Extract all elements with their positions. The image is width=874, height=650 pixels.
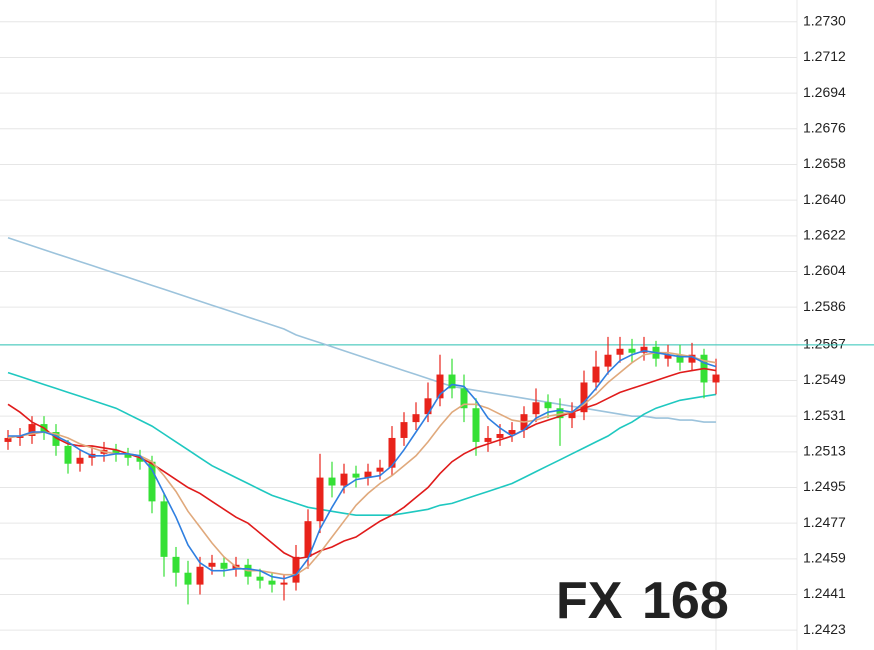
candle-body (112, 449, 120, 454)
candle-body (412, 414, 420, 423)
y-tick-label: 1.2604 (803, 262, 846, 278)
candle-body (676, 354, 684, 363)
candle-body (508, 430, 516, 434)
candle-body (460, 388, 468, 409)
candle-body (568, 412, 576, 419)
y-tick-label: 1.2459 (803, 550, 846, 566)
y-tick-label: 1.2477 (803, 514, 846, 530)
candle-body (664, 354, 672, 359)
candle-body (124, 453, 132, 458)
y-tick-label: 1.2712 (803, 48, 846, 64)
candle-body (76, 457, 84, 464)
candle-body (640, 346, 648, 353)
candle-body (532, 402, 540, 415)
candle-body (136, 457, 144, 462)
candle-body (268, 580, 276, 585)
y-tick-label: 1.2495 (803, 478, 846, 494)
y-tick-label: 1.2441 (803, 585, 846, 601)
candle-body (352, 473, 360, 478)
y-tick-label: 1.2640 (803, 191, 846, 207)
candle-body (16, 435, 24, 438)
candle-body (544, 402, 552, 409)
y-tick-label: 1.2658 (803, 155, 846, 171)
candle-body (424, 398, 432, 415)
candle-body (184, 572, 192, 585)
y-tick-label: 1.2586 (803, 298, 846, 314)
candle-body (328, 477, 336, 486)
y-tick-label: 1.2676 (803, 120, 846, 136)
candle-body (304, 521, 312, 557)
y-tick-label: 1.2567 (803, 336, 846, 352)
candle-body (496, 433, 504, 438)
candle-body (196, 566, 204, 585)
candle-body (316, 477, 324, 522)
candle-body (172, 556, 180, 573)
moving-average-line (7, 371, 717, 516)
moving-average-line (7, 237, 716, 423)
candle-body (148, 461, 156, 502)
candle-body (472, 408, 480, 442)
candle-body (448, 374, 456, 389)
candle-body (28, 424, 36, 436)
y-tick-label: 1.2622 (803, 227, 846, 243)
candle-body (400, 422, 408, 438)
candle-body (292, 556, 300, 583)
candle-body (256, 576, 264, 581)
candle-body (712, 374, 720, 383)
candle-body (376, 467, 384, 472)
watermark-prefix: FX (556, 572, 623, 630)
moving-average-line (8, 349, 717, 580)
candle-body (52, 432, 60, 446)
candle-body (616, 348, 624, 355)
candle-body (628, 348, 636, 353)
y-tick-label: 1.2549 (803, 371, 846, 387)
y-tick-label: 1.2730 (803, 13, 846, 29)
y-tick-label: 1.2531 (803, 407, 846, 423)
candle-body (4, 437, 12, 442)
candle-body (592, 366, 600, 383)
y-tick-label: 1.2513 (803, 443, 846, 459)
candle-body (580, 382, 588, 413)
y-tick-label: 1.2694 (803, 84, 846, 100)
candle-body (388, 437, 396, 468)
candle-body (484, 437, 492, 442)
candle-body (604, 354, 612, 367)
candle-body (436, 374, 444, 399)
candle-body (340, 473, 348, 486)
candle-body (64, 445, 72, 464)
candle-body (364, 471, 372, 478)
candle-body (556, 408, 564, 419)
candle-body (688, 354, 696, 363)
y-tick-label: 1.2423 (803, 621, 846, 637)
candle-body (280, 582, 288, 585)
candle-body (160, 501, 168, 557)
watermark-suffix: 168 (642, 572, 729, 630)
candle-body (220, 562, 228, 569)
candle-body (208, 562, 216, 567)
